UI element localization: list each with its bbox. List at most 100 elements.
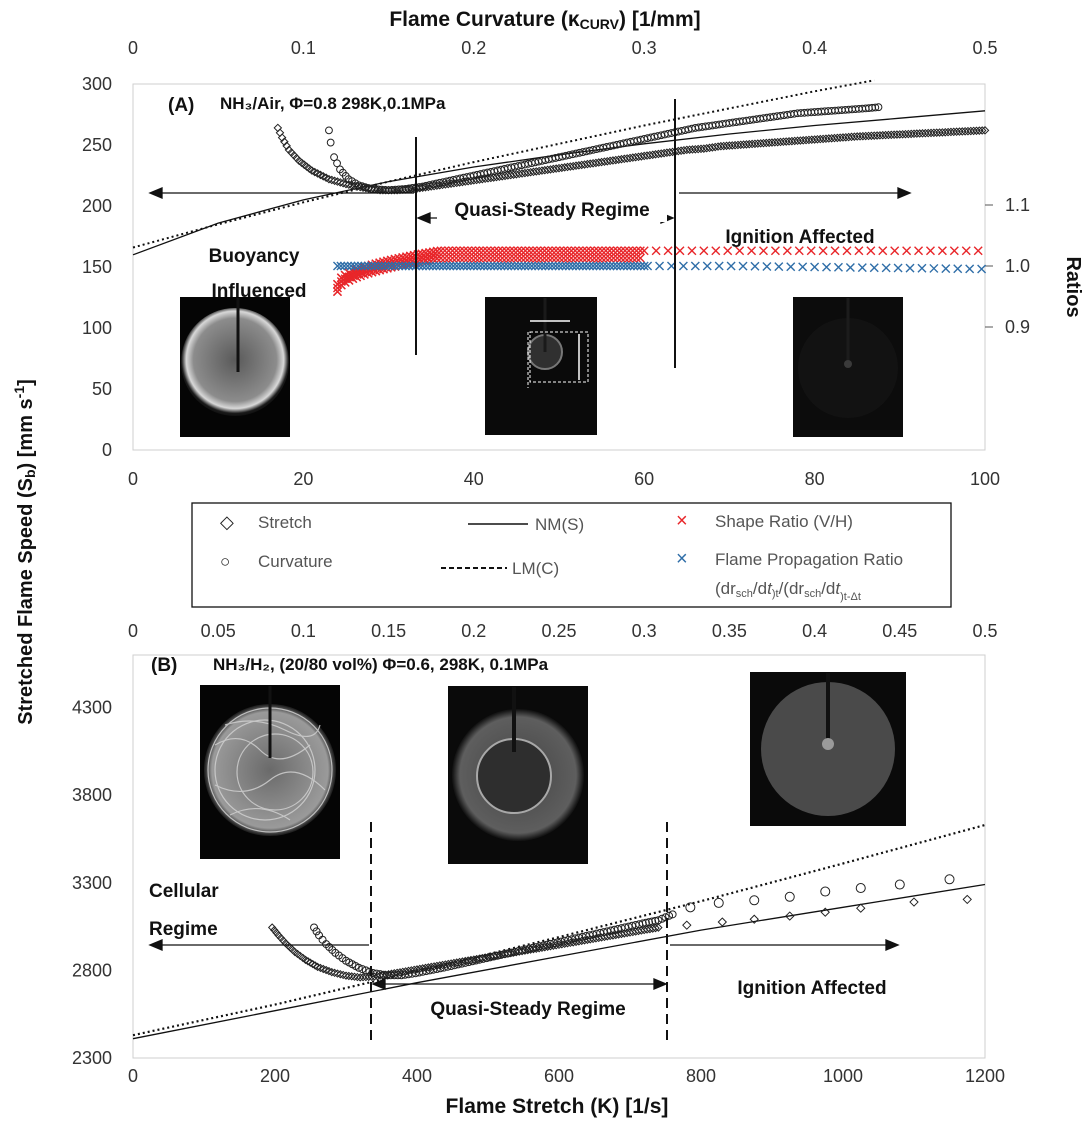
propagation-ratio-point bbox=[595, 261, 605, 271]
stretch-point bbox=[962, 894, 972, 905]
stretch-point bbox=[330, 176, 339, 186]
top-tick-label: 0.35 bbox=[712, 621, 747, 641]
top-tick-label: 0.2 bbox=[461, 38, 486, 58]
label-bg bbox=[437, 196, 667, 222]
stretch-point bbox=[344, 180, 354, 189]
shape-ratio-point bbox=[601, 246, 611, 256]
curvature-point bbox=[657, 914, 666, 923]
shape-ratio-point bbox=[628, 253, 638, 263]
y-tick-label: 50 bbox=[92, 379, 112, 399]
shape-ratio-point bbox=[593, 253, 603, 263]
propagation-ratio-point bbox=[390, 261, 400, 271]
propagation-ratio-point bbox=[619, 261, 629, 271]
curvature-point bbox=[330, 153, 338, 162]
propagation-ratio-point bbox=[465, 261, 475, 271]
right-ticks-a: 0.9 1.0 1.1 bbox=[985, 195, 1030, 337]
shape-ratio-point bbox=[616, 253, 626, 263]
propagation-ratio-point bbox=[622, 261, 632, 271]
shape-ratio-point bbox=[509, 253, 519, 263]
regime-label-cellular: Cellular bbox=[149, 881, 219, 902]
shape-ratio-point bbox=[490, 253, 500, 263]
propagation-ratio-point bbox=[534, 261, 544, 271]
shape-ratio-point bbox=[471, 246, 480, 256]
shape-ratio-point bbox=[961, 246, 971, 256]
propagation-ratio-point bbox=[377, 261, 387, 271]
propagation-ratio-point bbox=[571, 261, 581, 271]
propagation-ratio-point bbox=[517, 261, 527, 271]
x-tick-label: 1000 bbox=[823, 1066, 863, 1086]
shape-ratio-point bbox=[925, 246, 935, 256]
propagation-ratio-point bbox=[489, 261, 499, 271]
propagation-ratio-point bbox=[632, 261, 642, 271]
propagation-ratio-point bbox=[428, 261, 438, 271]
shape-ratio-point bbox=[459, 253, 469, 263]
shape-ratio-point bbox=[566, 253, 576, 263]
shape-ratio-point bbox=[494, 253, 504, 263]
propagation-ratio-point bbox=[510, 261, 520, 271]
shape-ratio-point bbox=[635, 246, 645, 256]
curvature-point bbox=[784, 891, 795, 902]
propagation-ratio-point bbox=[585, 261, 595, 271]
right-tick-label: 1.1 bbox=[1005, 195, 1030, 215]
shape-ratio-point bbox=[830, 246, 840, 256]
quasi-steady-flame-image-b bbox=[448, 686, 588, 864]
stretch-point bbox=[333, 969, 342, 978]
shape-ratio-point bbox=[582, 246, 592, 256]
right-axis-title: Ratios bbox=[1062, 256, 1084, 317]
top-tick-label: 0.15 bbox=[371, 621, 406, 641]
propagation-ratio-point bbox=[551, 261, 561, 271]
propagation-ratio-point bbox=[459, 261, 469, 271]
legend-curvature-label: Curvature bbox=[258, 552, 333, 571]
shape-ratio-point bbox=[543, 246, 553, 256]
propagation-ratio-point bbox=[774, 262, 784, 272]
curvature-point bbox=[855, 883, 866, 894]
shape-ratio-point bbox=[605, 246, 615, 256]
shape-ratio-point bbox=[770, 246, 780, 256]
curvature-point bbox=[654, 916, 663, 925]
stretch-point bbox=[654, 923, 663, 932]
propagation-ratio-point bbox=[750, 261, 760, 271]
shape-ratio-point bbox=[878, 246, 888, 256]
curvature-point bbox=[310, 923, 319, 932]
stretch-point bbox=[277, 133, 287, 142]
shape-ratio-point bbox=[609, 246, 619, 256]
propagation-ratio-point bbox=[612, 261, 622, 271]
propagation-ratio-point bbox=[421, 261, 431, 271]
stretch-point bbox=[327, 175, 337, 185]
top-ticks-b: 0 0.05 0.1 0.15 0.2 0.25 0.3 0.35 0.4 0.45 0.5 bbox=[128, 621, 998, 641]
y-tick-label: 2300 bbox=[72, 1048, 112, 1068]
shape-ratio-point bbox=[735, 246, 745, 256]
top-tick-label: 0.3 bbox=[632, 621, 657, 641]
propagation-ratio-point bbox=[609, 261, 619, 271]
shape-ratio-point bbox=[687, 246, 697, 256]
x-tick-label: 1200 bbox=[965, 1066, 1005, 1086]
right-tick-label: 1.0 bbox=[1005, 256, 1030, 276]
shape-ratio-point bbox=[914, 246, 924, 256]
propagation-ratio-point bbox=[469, 261, 479, 271]
top-tick-label: 0.4 bbox=[802, 621, 827, 641]
legend-stretch-marker: ◇ bbox=[220, 512, 234, 532]
propagation-ratio-point bbox=[965, 264, 975, 274]
propagation-ratio-point bbox=[893, 263, 903, 273]
shape-ratio-point bbox=[332, 287, 342, 297]
propagation-ratio-point bbox=[588, 261, 598, 271]
propagation-ratio-point bbox=[639, 261, 649, 271]
propagation-ratio-point bbox=[350, 261, 360, 271]
shape-ratio-point bbox=[336, 280, 346, 290]
shape-ratio-point bbox=[459, 246, 469, 256]
x-ticks-b: 0 200 400 600 800 1000 1200 bbox=[128, 1066, 1005, 1086]
curvature-point bbox=[354, 963, 363, 972]
curvature-series-b bbox=[310, 874, 955, 980]
stretch-point bbox=[303, 957, 313, 966]
propagation-ratio-point bbox=[602, 261, 612, 271]
propagation-ratio-point bbox=[605, 261, 615, 271]
regime-label-quasi-a: Quasi-Steady Regime bbox=[454, 200, 649, 221]
shape-ratio-point bbox=[566, 246, 576, 256]
stretch-point bbox=[353, 972, 362, 982]
propagation-ratio-point bbox=[370, 261, 380, 271]
shape-ratio-point bbox=[444, 246, 454, 256]
shape-ratio-point bbox=[436, 246, 446, 256]
curvature-point bbox=[944, 874, 955, 885]
nm-line-b bbox=[132, 883, 986, 1040]
x-tick-label: 0 bbox=[128, 469, 138, 489]
